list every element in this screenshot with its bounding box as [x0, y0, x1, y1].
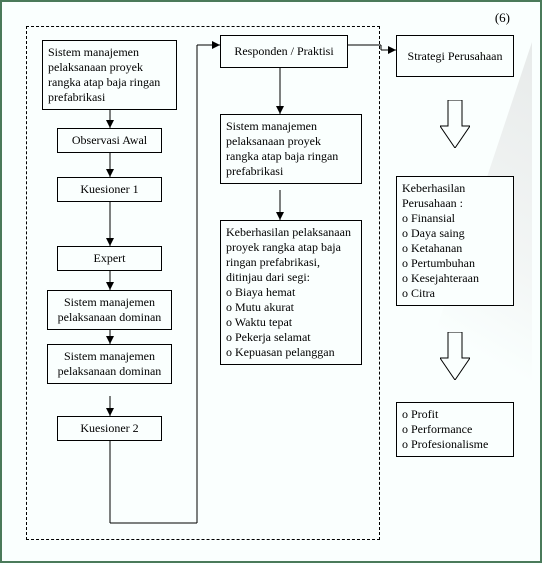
- right-box-1: Strategi Perusahaan: [396, 35, 514, 77]
- list-item: Citra: [402, 286, 508, 301]
- text: Sistem manajemen pelaksanaan proyek rang…: [226, 119, 338, 178]
- mid-box-1: Responden / Praktisi: [220, 35, 348, 68]
- mid-box-3-list: Biaya hemat Mutu akurat Waktu tepat Peke…: [226, 285, 356, 360]
- list-item: Profesionalisme: [402, 437, 508, 452]
- text: Kuesioner 1: [80, 182, 138, 196]
- list-item: Pertumbuhan: [402, 256, 508, 271]
- page-number: (6): [495, 10, 510, 26]
- left-box-6: Kuesioner 2: [57, 416, 162, 441]
- text: Responden / Praktisi: [234, 44, 333, 59]
- text: Strategi Perusahaan: [408, 49, 503, 64]
- left-box-5b: Sistem manajemen pelaksanaan dominan: [47, 344, 172, 384]
- right-box-2-list: Finansial Daya saing Ketahanan Pertumbuh…: [402, 211, 508, 301]
- right-box-3-list: Profit Performance Profesionalisme: [402, 407, 508, 452]
- left-box-3: Kuesioner 1: [57, 177, 162, 202]
- list-item: Profit: [402, 407, 508, 422]
- right-box-2: Keberhasilan Perusahaan : Finansial Daya…: [396, 176, 514, 306]
- list-item: Kesejahteraan: [402, 271, 508, 286]
- left-box-2: Observasi Awal: [57, 128, 162, 153]
- text: Sistem manajemen pelaksanaan proyek rang…: [48, 45, 160, 104]
- text: Observasi Awal: [72, 133, 147, 147]
- list-item: Pekerja selamat: [226, 330, 356, 345]
- mid-box-2: Sistem manajemen pelaksanaan proyek rang…: [220, 114, 362, 184]
- big-arrow-1: [440, 100, 470, 148]
- list-item: Mutu akurat: [226, 300, 356, 315]
- list-item: Performance: [402, 422, 508, 437]
- left-box-1: Sistem manajemen pelaksanaan proyek rang…: [42, 40, 177, 110]
- right-box-3: Profit Performance Profesionalisme: [396, 402, 514, 457]
- list-item: Finansial: [402, 211, 508, 226]
- page-frame: (6) Sistem manajemen pelaksanaan proyek …: [0, 0, 542, 563]
- text: Sistem manajemen pelaksanaan dominan: [58, 295, 162, 324]
- text: Sistem manajemen pelaksanaan dominan: [58, 349, 162, 378]
- left-box-4: Expert: [57, 246, 162, 271]
- title: Keberhasilan Perusahaan :: [402, 181, 508, 211]
- text: Kuesioner 2: [80, 421, 138, 435]
- mid-box-3: Keberhasilan pelaksanaan proyek rangka a…: [220, 220, 362, 365]
- list-item: Waktu tepat: [226, 315, 356, 330]
- list-item: Ketahanan: [402, 241, 508, 256]
- text: Expert: [94, 251, 126, 265]
- big-arrow-2: [440, 332, 470, 380]
- list-item: Biaya hemat: [226, 285, 356, 300]
- list-item: Daya saing: [402, 226, 508, 241]
- left-box-5: Sistem manajemen pelaksanaan dominan: [47, 290, 172, 330]
- title: Keberhasilan pelaksanaan proyek rangka a…: [226, 225, 356, 285]
- list-item: Kepuasan pelanggan: [226, 345, 356, 360]
